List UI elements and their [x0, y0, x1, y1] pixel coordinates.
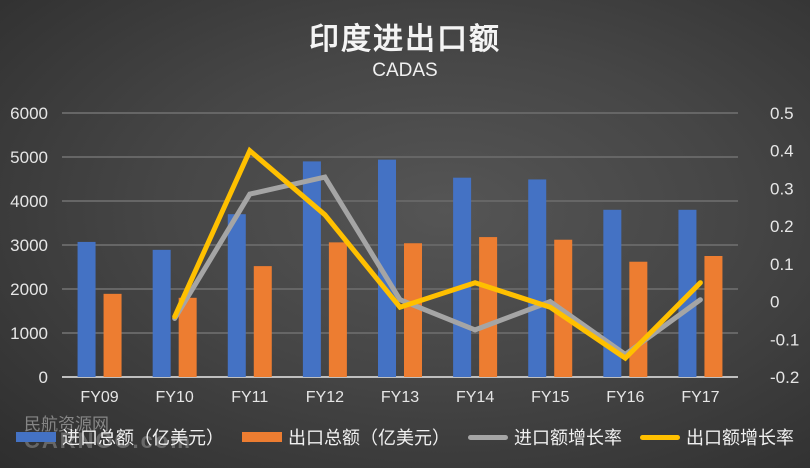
legend-item-export-growth: 出口额增长率	[640, 424, 794, 450]
x-axis-tick: FY16	[606, 389, 644, 406]
legend-swatch-icon	[16, 432, 56, 442]
chart-legend: 进口总额（亿美元） 出口总额（亿美元） 进口额增长率 出口额增长率	[0, 424, 810, 450]
left-axis-tick: 4000	[10, 192, 48, 211]
right-axis-tick: 0	[770, 293, 779, 312]
bar-import	[453, 177, 472, 377]
left-axis-tick: 3000	[10, 236, 48, 255]
legend-label: 进口总额（亿美元）	[62, 428, 224, 449]
bar-import	[302, 161, 321, 377]
right-axis-tick: 0.1	[770, 255, 794, 274]
legend-label: 出口额增长率	[686, 428, 794, 449]
x-axis-tick: FY14	[456, 389, 494, 406]
bar-export	[178, 297, 197, 377]
bar-export	[253, 266, 272, 377]
legend-swatch-icon	[242, 432, 282, 442]
x-axis-tick: FY09	[80, 389, 118, 406]
right-axis-tick: 0.4	[770, 142, 794, 161]
chart-title: 印度进出口额	[309, 22, 501, 57]
bar-import	[77, 241, 96, 377]
right-axis-tick: -0.1	[770, 330, 799, 349]
right-axis-tick: 0.3	[770, 179, 794, 198]
x-axis-tick: FY17	[681, 389, 719, 406]
left-axis-tick: 6000	[10, 104, 48, 123]
bar-import	[152, 249, 171, 377]
bar-export	[704, 256, 723, 377]
bar-import	[378, 159, 396, 377]
left-axis-tick: 0	[39, 368, 48, 387]
bar-export	[629, 261, 648, 377]
left-axis-tick: 1000	[10, 324, 48, 343]
x-axis-tick: FY13	[381, 389, 419, 406]
legend-label: 出口总额（亿美元）	[288, 428, 450, 449]
legend-label: 进口额增长率	[514, 428, 622, 449]
line-import-growth	[172, 174, 703, 358]
bar-export	[404, 243, 422, 377]
watermark-text: 民航资源网	[24, 415, 109, 435]
legend-item-import-total: 进口总额（亿美元）	[16, 424, 224, 450]
legend-line-icon	[640, 434, 680, 440]
x-axis-tick: FY11	[231, 389, 268, 406]
bar-export	[328, 242, 347, 377]
bar-import	[227, 214, 246, 377]
legend-item-export-total: 出口总额（亿美元）	[242, 424, 450, 450]
chart-subtitle: CADAS	[372, 60, 438, 81]
bar-export	[479, 237, 498, 377]
left-axis-tick: 5000	[10, 148, 48, 167]
legend-item-import-growth: 进口额增长率	[468, 424, 622, 450]
x-axis-tick: FY10	[156, 389, 194, 406]
bar-import	[603, 209, 622, 377]
x-axis-tick: FY12	[306, 389, 344, 406]
bar-import	[528, 179, 547, 377]
right-axis-tick: 0.5	[770, 104, 794, 123]
legend-line-icon	[468, 434, 508, 440]
left-axis-tick: 2000	[10, 280, 48, 299]
x-axis-tick: FY15	[531, 389, 569, 406]
bar-export	[103, 293, 122, 377]
right-axis-tick: -0.2	[770, 368, 799, 387]
line-export-growth	[172, 146, 703, 362]
right-axis-tick: 0.2	[770, 217, 794, 236]
